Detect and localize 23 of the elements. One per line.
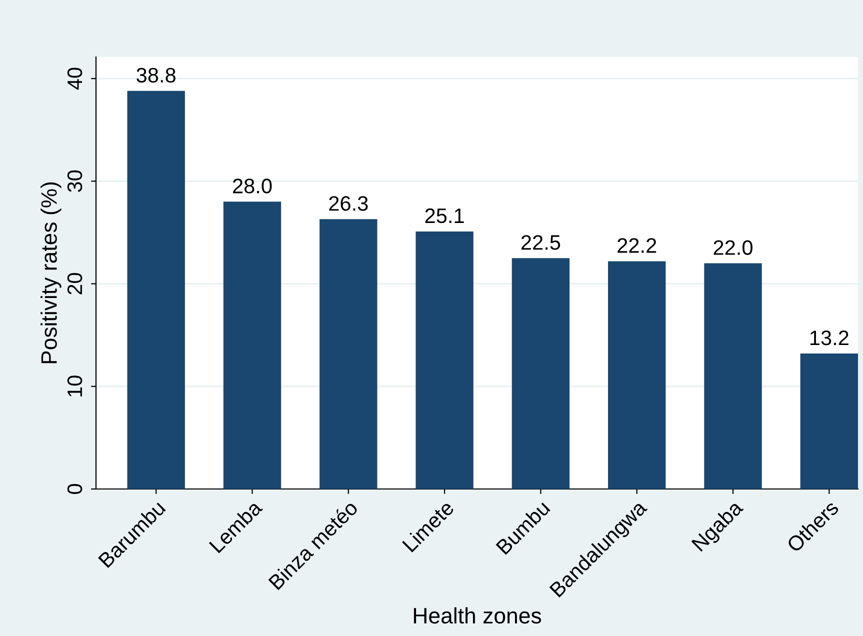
bar	[704, 263, 762, 489]
data-label: 13.2	[810, 330, 848, 346]
bar	[512, 258, 570, 489]
y-tick-label: 10	[67, 376, 82, 396]
y-tick-label: 30	[67, 170, 82, 192]
bar	[127, 90, 185, 489]
y-tick-label: 0	[67, 484, 82, 494]
x-axis-title: Health zones	[414, 607, 542, 624]
bar	[608, 261, 666, 489]
bar	[223, 202, 282, 489]
data-label: 25.1	[425, 208, 464, 224]
data-label: 22.0	[714, 240, 752, 255]
data-label: 22.2	[618, 238, 656, 253]
bar	[416, 231, 474, 489]
data-label: 22.5	[521, 235, 560, 250]
data-label: 26.3	[329, 196, 368, 211]
bar	[800, 354, 858, 489]
bar	[320, 219, 378, 489]
y-tick-label: 40	[67, 68, 82, 90]
y-tick-label: 20	[67, 273, 82, 294]
data-label: 38.8	[136, 68, 176, 83]
y-axis-title: Positivity rates (%)	[40, 182, 62, 364]
data-label: 28.0	[233, 178, 272, 194]
